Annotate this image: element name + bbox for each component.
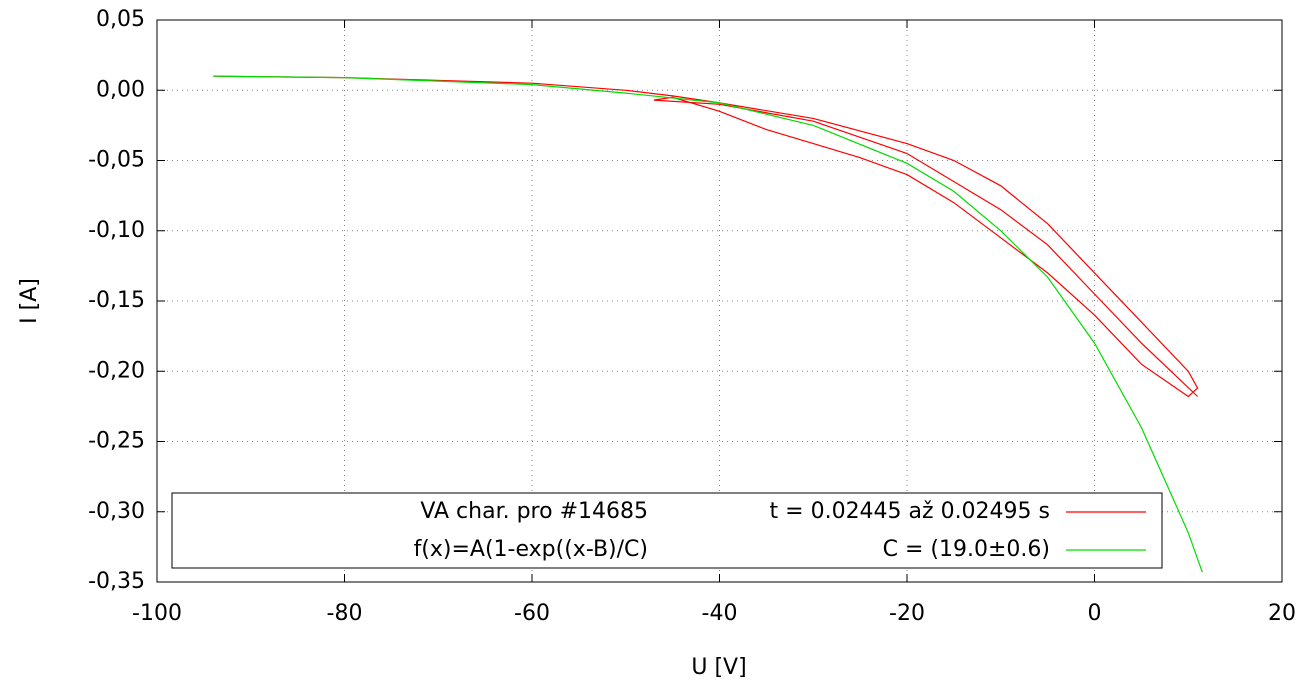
legend-label: C = (19.0±0.6): [883, 537, 1050, 562]
x-axis-label: U [V]: [691, 655, 746, 680]
y-tick-label: -0,20: [88, 358, 145, 383]
y-tick-label: -0,05: [88, 148, 145, 173]
y-tick-label: -0,30: [88, 499, 145, 524]
y-tick-label: -0,10: [88, 218, 145, 243]
legend-note: f(x)=A(1-exp((x-B)/C): [414, 537, 648, 562]
legend-box: [171, 492, 1163, 569]
y-tick-label: 0,05: [96, 7, 145, 32]
series-line: [213, 75, 1199, 398]
x-tick-label: -80: [327, 601, 363, 626]
x-tick-label: -100: [132, 601, 182, 626]
legend-label: t = 0.02445 až 0.02495 s: [770, 499, 1050, 524]
x-tick-label: -60: [514, 601, 550, 626]
x-tick-label: -20: [889, 601, 925, 626]
plot-frame: [156, 19, 1283, 583]
x-tick-label: -40: [702, 601, 738, 626]
legend-note: VA char. pro #14685: [420, 499, 648, 524]
x-tick-label: 0: [1088, 601, 1102, 626]
series-line: [213, 75, 1203, 573]
x-tick-label: 20: [1268, 601, 1296, 626]
y-tick-label: -0,35: [88, 569, 145, 594]
y-axis-label: I [A]: [17, 278, 42, 324]
y-tick-label: -0,25: [88, 429, 145, 454]
y-tick-label: -0,15: [88, 288, 145, 313]
y-tick-label: 0,00: [96, 77, 145, 102]
